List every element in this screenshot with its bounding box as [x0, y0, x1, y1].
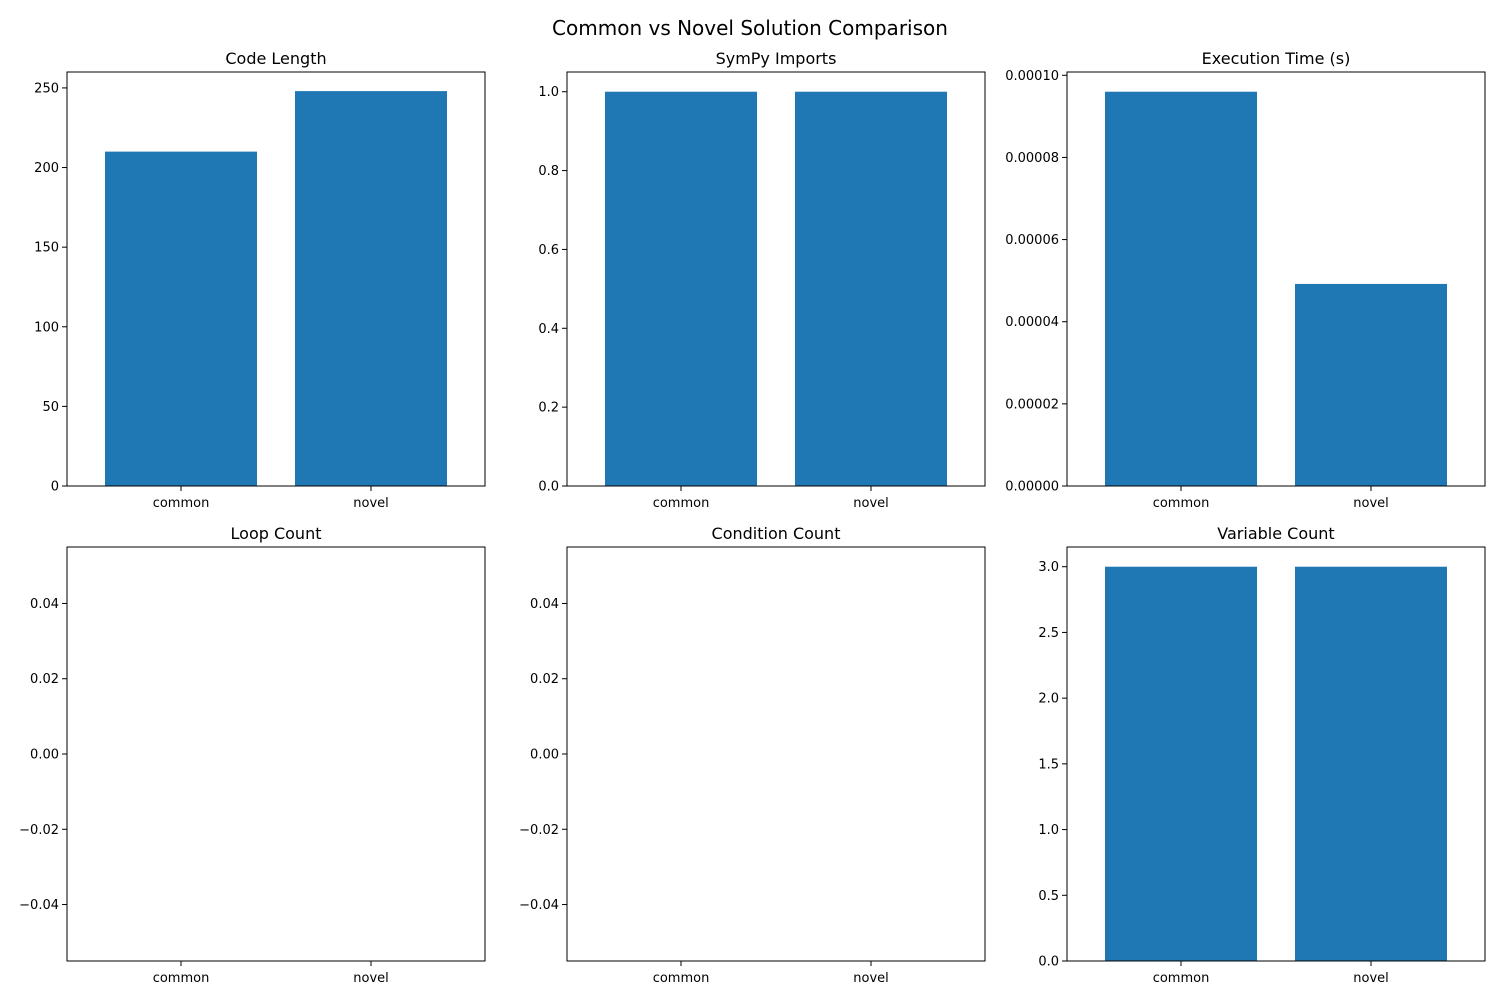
y-tick-label: 0.02 [530, 672, 559, 687]
y-tick-label: 150 [34, 241, 59, 256]
subplot-code-length: Code Length 0 50 100 150 200 250 common novel [34, 49, 486, 511]
subplot-title: SymPy Imports [716, 49, 837, 68]
y-tick-label: 1.0 [538, 85, 559, 100]
y-tick-label: 1.0 [1038, 823, 1059, 838]
y-tick-label: −0.04 [19, 898, 59, 913]
axes-frame [1066, 546, 1486, 962]
subplot-condition-count: Condition Count −0.04 −0.02 0.00 0.02 0.04 com… [519, 524, 986, 986]
y-tick-label: 0.00000 [1005, 480, 1059, 495]
bar-common [1105, 91, 1257, 486]
y-tick-label: 0.6 [538, 243, 559, 258]
subplot-title: Loop Count [231, 524, 322, 543]
y-tick-label: 0.04 [530, 597, 559, 612]
axes-frame [566, 71, 986, 487]
x-tick-label: common [1153, 971, 1210, 986]
bar-common [1105, 566, 1257, 961]
y-tick-label: 0.0 [538, 480, 559, 495]
subplot-loop-count: Loop Count −0.04 −0.02 0.00 0.02 0.04 common no… [19, 524, 486, 986]
y-tick-label: 2.5 [1038, 626, 1059, 641]
subplot-title: Code Length [225, 49, 326, 68]
y-tick-label: 50 [42, 400, 59, 415]
y-tick-label: 0.00006 [1005, 233, 1059, 248]
y-tick-label: 0.5 [1038, 889, 1059, 904]
y-tick-label: 0.8 [538, 164, 559, 179]
y-tick-label: 0.00008 [1005, 151, 1059, 166]
y-tick-label: 0.00002 [1005, 397, 1059, 412]
bar-common [605, 91, 757, 486]
bar-novel [1295, 566, 1447, 961]
bar-common [105, 151, 257, 486]
x-tick-label: novel [353, 971, 389, 986]
y-tick-label: 0 [51, 480, 59, 495]
y-tick-label: 100 [34, 320, 59, 335]
x-tick-label: novel [1353, 971, 1389, 986]
y-tick-label: −0.02 [19, 823, 59, 838]
y-tick-label: 3.0 [1038, 560, 1059, 575]
y-tick-label: 250 [34, 81, 59, 96]
y-tick-label: −0.02 [519, 823, 559, 838]
subplot-execution-time-s: Execution Time (s) 0.00000 0.00002 0.00004 0… [1005, 49, 1486, 511]
subplot-variable-count: Variable Count 0.0 0.5 1.0 1.5 2.0 2.5 3.0 commo… [1038, 524, 1486, 986]
x-tick-label: novel [853, 971, 889, 986]
figure-title: Common vs Novel Solution Comparison [552, 16, 948, 40]
y-tick-label: 0.4 [538, 322, 559, 337]
y-tick-label: 200 [34, 161, 59, 176]
axes-frame [66, 71, 486, 487]
y-tick-label: 2.0 [1038, 692, 1059, 707]
x-tick-label: common [153, 971, 210, 986]
x-tick-label: novel [353, 496, 389, 511]
y-tick-label: −0.04 [519, 898, 559, 913]
subplot-title: Condition Count [712, 524, 841, 543]
x-tick-label: novel [1353, 496, 1389, 511]
bar-novel [795, 91, 947, 486]
subplot-title: Execution Time (s) [1202, 49, 1351, 68]
y-tick-label: 0.0 [1038, 955, 1059, 970]
y-tick-label: 0.00010 [1005, 69, 1059, 84]
subplot-title: Variable Count [1217, 524, 1334, 543]
subplot-sympy-imports: SymPy Imports 0.0 0.2 0.4 0.6 0.8 1.0 common nov… [538, 49, 986, 511]
x-tick-label: common [153, 496, 210, 511]
x-tick-label: common [1153, 496, 1210, 511]
x-tick-label: common [653, 971, 710, 986]
x-tick-label: common [653, 496, 710, 511]
y-tick-label: 0.04 [30, 597, 59, 612]
bar-novel [295, 91, 447, 486]
bar-novel [1295, 283, 1447, 486]
y-tick-label: 0.2 [538, 401, 559, 416]
y-tick-label: 1.5 [1038, 757, 1059, 772]
axes-frame [1066, 71, 1486, 487]
y-tick-label: 0.00 [30, 748, 59, 763]
y-tick-label: 0.02 [30, 672, 59, 687]
x-tick-label: novel [853, 496, 889, 511]
y-tick-label: 0.00 [530, 748, 559, 763]
y-tick-label: 0.00004 [1005, 315, 1059, 330]
